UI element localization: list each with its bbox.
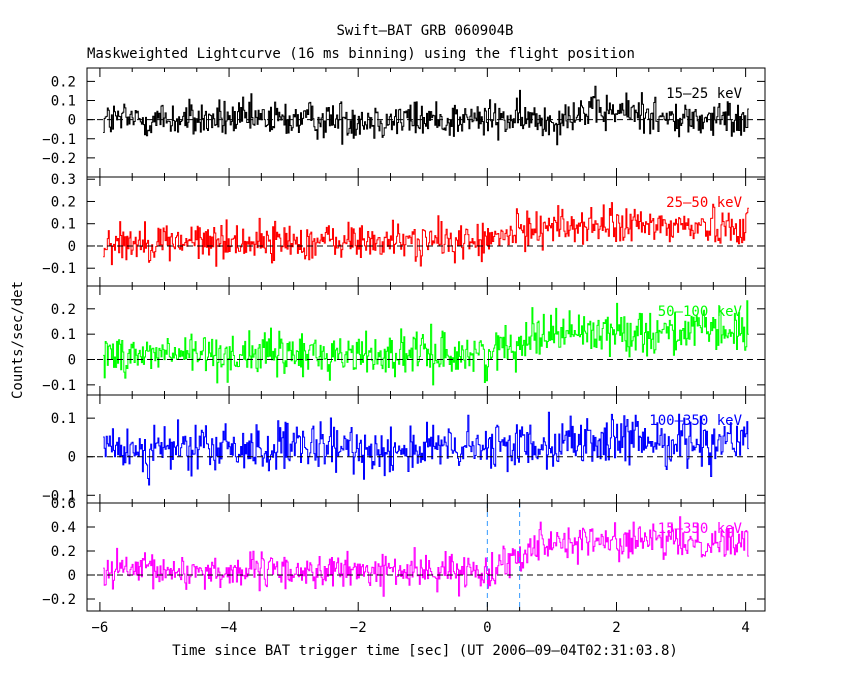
y-tick-label: 0.2 (51, 544, 76, 560)
y-tick-label: 0.4 (51, 520, 76, 536)
band-label: 25–50 keV (666, 195, 742, 211)
y-tick-label: 0.2 (51, 74, 76, 90)
y-tick-label: −0.1 (42, 378, 76, 394)
panel-frame (86, 502, 766, 612)
panel: 15–350 keV −0.2 0 0.2 0.4 0.6 (42, 496, 766, 612)
y-tick-label: 0 (68, 113, 76, 129)
panel: 50–100 keV −0.1 0 0.1 0.2 (42, 285, 766, 396)
chart-subtitle: Maskweighted Lightcurve (16 ms binning) … (87, 46, 635, 62)
y-tick-label: 0.1 (51, 217, 76, 233)
x-tick-label: −4 (221, 620, 238, 636)
lightcurve-series (103, 516, 749, 597)
band-label: 15–25 keV (666, 86, 742, 102)
y-tick-label: 0.1 (51, 94, 76, 110)
band-label: 15–350 keV (658, 521, 743, 537)
y-tick-label: 0 (68, 239, 76, 255)
y-tick-label: −0.2 (42, 151, 76, 167)
y-tick-label: −0.2 (42, 592, 76, 608)
x-axis-label: Time since BAT trigger time [sec] (UT 20… (172, 643, 678, 659)
x-tick-label: 2 (612, 620, 620, 636)
y-tick-label: 0.6 (51, 496, 76, 512)
x-tick-label: −2 (350, 620, 367, 636)
y-tick-label: 0.1 (51, 327, 76, 343)
panel-frame (86, 285, 766, 396)
x-tick-label: 0 (483, 620, 491, 636)
panel: 15–25 keV −0.2 −0.1 0 0.1 0.2 (42, 67, 766, 178)
lightcurve-series (103, 300, 749, 386)
panel: 25–50 keV −0.1 0 0.1 0.2 0.3 (42, 172, 766, 287)
panels: 15–25 keV −0.2 −0.1 0 0.1 0.2 25–50 keV −0.1 0 0.… (42, 67, 766, 636)
x-tick-label: −6 (91, 620, 108, 636)
y-tick-label: −0.1 (42, 132, 76, 148)
y-tick-label: −0.1 (42, 488, 76, 504)
lightcurve-series (103, 85, 749, 146)
y-tick-label: −0.1 (42, 261, 76, 277)
y-tick-label: 0.2 (51, 302, 76, 318)
y-axis-label: Counts/sec/det (10, 281, 26, 399)
y-tick-label: 0 (68, 450, 76, 466)
x-tick-label: 4 (741, 620, 749, 636)
band-label: 100–350 keV (649, 413, 742, 429)
y-tick-label: 0.1 (51, 411, 76, 427)
band-label: 50–100 keV (658, 304, 743, 320)
chart-title: Swift–BAT GRB 060904B (336, 23, 513, 39)
y-tick-label: 0 (68, 568, 76, 584)
y-tick-label: 0.3 (51, 172, 76, 188)
y-tick-label: 0.2 (51, 194, 76, 210)
y-tick-label: 0 (68, 353, 76, 369)
lightcurve-series (103, 411, 749, 486)
lightcurve-series (103, 202, 749, 267)
panel: 100–350 keV −0.1 0 0.1 (42, 394, 766, 504)
